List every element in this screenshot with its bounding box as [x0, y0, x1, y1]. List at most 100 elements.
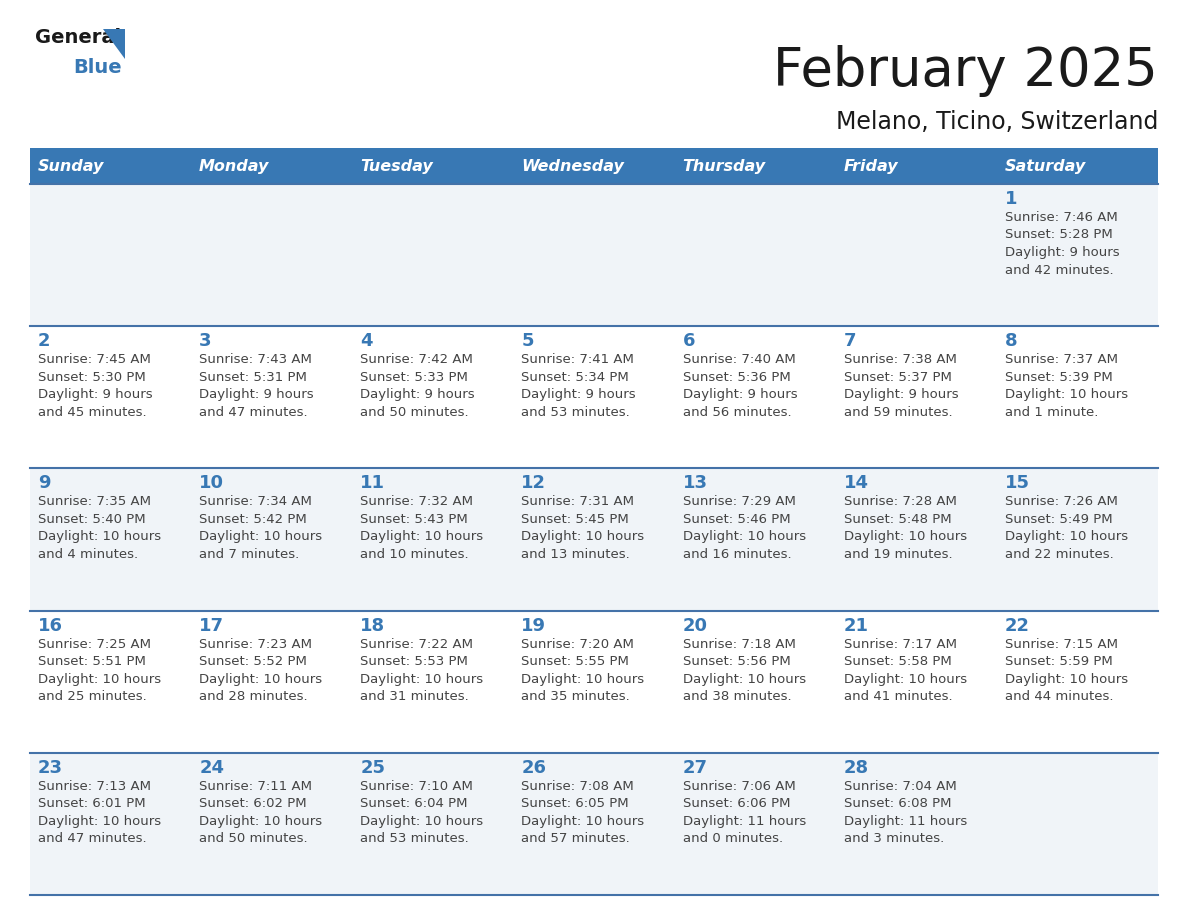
Text: Sunrise: 7:28 AM: Sunrise: 7:28 AM: [843, 496, 956, 509]
Text: and 47 minutes.: and 47 minutes.: [200, 406, 308, 419]
Text: Sunrise: 7:20 AM: Sunrise: 7:20 AM: [522, 638, 634, 651]
Text: and 25 minutes.: and 25 minutes.: [38, 690, 147, 703]
Text: Daylight: 10 hours: Daylight: 10 hours: [522, 815, 645, 828]
Text: 28: 28: [843, 759, 868, 777]
Text: Sunrise: 7:25 AM: Sunrise: 7:25 AM: [38, 638, 151, 651]
Text: Sunrise: 7:06 AM: Sunrise: 7:06 AM: [683, 779, 795, 793]
Text: Daylight: 10 hours: Daylight: 10 hours: [1005, 388, 1127, 401]
Bar: [353, 148, 513, 184]
Text: Sunset: 5:58 PM: Sunset: 5:58 PM: [843, 655, 952, 668]
Text: Blue: Blue: [72, 58, 121, 77]
Text: Sunrise: 7:29 AM: Sunrise: 7:29 AM: [683, 496, 796, 509]
Bar: [835, 148, 997, 184]
Text: 4: 4: [360, 332, 373, 350]
Text: Daylight: 10 hours: Daylight: 10 hours: [522, 531, 645, 543]
Text: Daylight: 9 hours: Daylight: 9 hours: [1005, 246, 1119, 259]
Text: Daylight: 10 hours: Daylight: 10 hours: [1005, 531, 1127, 543]
Text: Sunset: 5:39 PM: Sunset: 5:39 PM: [1005, 371, 1113, 384]
Text: Sunrise: 7:04 AM: Sunrise: 7:04 AM: [843, 779, 956, 793]
Text: and 22 minutes.: and 22 minutes.: [1005, 548, 1113, 561]
Text: Daylight: 9 hours: Daylight: 9 hours: [843, 388, 959, 401]
Text: 25: 25: [360, 759, 385, 777]
Text: Sunrise: 7:18 AM: Sunrise: 7:18 AM: [683, 638, 796, 651]
Text: 14: 14: [843, 475, 868, 492]
Text: and 16 minutes.: and 16 minutes.: [683, 548, 791, 561]
Text: Sunrise: 7:35 AM: Sunrise: 7:35 AM: [38, 496, 151, 509]
Text: Sunrise: 7:45 AM: Sunrise: 7:45 AM: [38, 353, 151, 366]
Text: 7: 7: [843, 332, 857, 350]
Text: 9: 9: [38, 475, 51, 492]
Text: Sunset: 5:48 PM: Sunset: 5:48 PM: [843, 513, 952, 526]
Text: 17: 17: [200, 617, 225, 634]
Text: and 13 minutes.: and 13 minutes.: [522, 548, 630, 561]
Text: and 59 minutes.: and 59 minutes.: [843, 406, 953, 419]
Text: Daylight: 9 hours: Daylight: 9 hours: [360, 388, 475, 401]
Text: Sunset: 5:28 PM: Sunset: 5:28 PM: [1005, 229, 1113, 241]
Text: Sunset: 5:33 PM: Sunset: 5:33 PM: [360, 371, 468, 384]
Text: and 0 minutes.: and 0 minutes.: [683, 833, 783, 845]
Bar: [30, 326, 1158, 468]
Text: Sunrise: 7:10 AM: Sunrise: 7:10 AM: [360, 779, 473, 793]
Text: 11: 11: [360, 475, 385, 492]
Text: Sunrise: 7:23 AM: Sunrise: 7:23 AM: [200, 638, 312, 651]
Text: Sunset: 5:55 PM: Sunset: 5:55 PM: [522, 655, 630, 668]
Text: Daylight: 10 hours: Daylight: 10 hours: [683, 673, 805, 686]
Text: Tuesday: Tuesday: [360, 159, 434, 174]
Text: 1: 1: [1005, 190, 1017, 208]
Text: 26: 26: [522, 759, 546, 777]
Text: Daylight: 9 hours: Daylight: 9 hours: [38, 388, 152, 401]
Text: Daylight: 10 hours: Daylight: 10 hours: [360, 673, 484, 686]
Text: Daylight: 10 hours: Daylight: 10 hours: [1005, 673, 1127, 686]
Text: Sunset: 5:56 PM: Sunset: 5:56 PM: [683, 655, 790, 668]
Text: Daylight: 11 hours: Daylight: 11 hours: [843, 815, 967, 828]
Text: and 56 minutes.: and 56 minutes.: [683, 406, 791, 419]
Bar: [191, 148, 353, 184]
Text: and 31 minutes.: and 31 minutes.: [360, 690, 469, 703]
Text: Daylight: 9 hours: Daylight: 9 hours: [200, 388, 314, 401]
Text: Sunrise: 7:37 AM: Sunrise: 7:37 AM: [1005, 353, 1118, 366]
Text: Sunrise: 7:41 AM: Sunrise: 7:41 AM: [522, 353, 634, 366]
Text: Friday: Friday: [843, 159, 898, 174]
Text: Sunset: 6:01 PM: Sunset: 6:01 PM: [38, 798, 146, 811]
Bar: [30, 610, 1158, 753]
Text: Sunset: 6:06 PM: Sunset: 6:06 PM: [683, 798, 790, 811]
Text: and 38 minutes.: and 38 minutes.: [683, 690, 791, 703]
Text: 16: 16: [38, 617, 63, 634]
Text: 8: 8: [1005, 332, 1017, 350]
Text: and 44 minutes.: and 44 minutes.: [1005, 690, 1113, 703]
Bar: [30, 184, 1158, 326]
Text: 19: 19: [522, 617, 546, 634]
Text: Sunset: 5:37 PM: Sunset: 5:37 PM: [843, 371, 952, 384]
Text: Daylight: 10 hours: Daylight: 10 hours: [360, 815, 484, 828]
Text: 5: 5: [522, 332, 533, 350]
Text: 6: 6: [683, 332, 695, 350]
Bar: [30, 753, 1158, 895]
Text: Sunset: 5:34 PM: Sunset: 5:34 PM: [522, 371, 630, 384]
Text: and 42 minutes.: and 42 minutes.: [1005, 263, 1113, 276]
Text: Sunset: 5:30 PM: Sunset: 5:30 PM: [38, 371, 146, 384]
Text: 21: 21: [843, 617, 868, 634]
Text: Sunset: 5:46 PM: Sunset: 5:46 PM: [683, 513, 790, 526]
Text: Daylight: 9 hours: Daylight: 9 hours: [522, 388, 636, 401]
Text: Sunrise: 7:08 AM: Sunrise: 7:08 AM: [522, 779, 634, 793]
Text: Daylight: 10 hours: Daylight: 10 hours: [200, 815, 322, 828]
Text: and 53 minutes.: and 53 minutes.: [360, 833, 469, 845]
Text: Sunset: 6:05 PM: Sunset: 6:05 PM: [522, 798, 630, 811]
Text: and 35 minutes.: and 35 minutes.: [522, 690, 630, 703]
Text: Sunrise: 7:42 AM: Sunrise: 7:42 AM: [360, 353, 473, 366]
Text: and 10 minutes.: and 10 minutes.: [360, 548, 469, 561]
Polygon shape: [103, 29, 125, 59]
Text: 12: 12: [522, 475, 546, 492]
Text: Sunrise: 7:40 AM: Sunrise: 7:40 AM: [683, 353, 795, 366]
Text: 10: 10: [200, 475, 225, 492]
Text: Sunrise: 7:13 AM: Sunrise: 7:13 AM: [38, 779, 151, 793]
Text: and 50 minutes.: and 50 minutes.: [360, 406, 469, 419]
Text: and 4 minutes.: and 4 minutes.: [38, 548, 138, 561]
Text: Daylight: 10 hours: Daylight: 10 hours: [38, 673, 162, 686]
Text: Thursday: Thursday: [683, 159, 766, 174]
Text: 23: 23: [38, 759, 63, 777]
Text: Sunset: 5:31 PM: Sunset: 5:31 PM: [200, 371, 307, 384]
Text: and 7 minutes.: and 7 minutes.: [200, 548, 299, 561]
Text: Sunset: 5:59 PM: Sunset: 5:59 PM: [1005, 655, 1113, 668]
Text: Sunset: 5:49 PM: Sunset: 5:49 PM: [1005, 513, 1112, 526]
